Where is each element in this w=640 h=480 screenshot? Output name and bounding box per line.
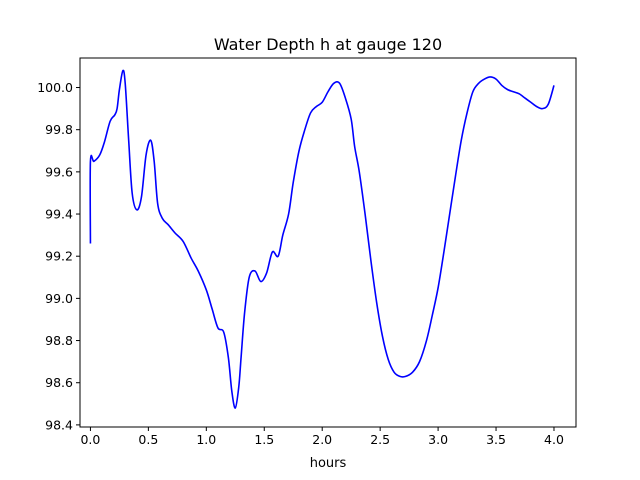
x-tick-label: 3.0 <box>428 432 448 447</box>
axes-frame <box>79 57 577 428</box>
y-tick-label: 98.4 <box>45 417 73 432</box>
y-tick-label: 99.2 <box>45 249 73 264</box>
y-tick-label: 99.0 <box>45 291 73 306</box>
x-tick-label: 4.0 <box>544 432 564 447</box>
y-tick-label: 99.6 <box>45 164 73 179</box>
x-tick-label: 1.5 <box>254 432 274 447</box>
x-tick-label: 3.5 <box>486 432 506 447</box>
y-tick-label: 100.0 <box>37 80 73 95</box>
y-tick-label: 98.6 <box>45 375 73 390</box>
x-tick-label: 0.5 <box>138 432 158 447</box>
x-tick-label: 2.0 <box>312 432 332 447</box>
x-axis-label: hours <box>310 456 347 471</box>
y-tick-label: 98.8 <box>45 333 73 348</box>
series-line-0 <box>89 69 555 409</box>
x-tick-label: 0.0 <box>80 432 100 447</box>
x-axis: 0.0 0.5 1.0 1.5 2.0 2.5 3.0 3.5 4.0 <box>80 427 564 447</box>
plot-area <box>89 69 555 409</box>
x-tick-label: 2.5 <box>370 432 390 447</box>
chart-title: Water Depth h at gauge 120 <box>214 35 442 54</box>
y-axis: 98.4 98.6 98.8 99.0 99.2 99.4 99.6 99.8 100.0 <box>37 80 80 432</box>
x-tick-label: 1.0 <box>196 432 216 447</box>
y-tick-label: 99.8 <box>45 122 73 137</box>
y-tick-label: 99.4 <box>45 207 73 222</box>
